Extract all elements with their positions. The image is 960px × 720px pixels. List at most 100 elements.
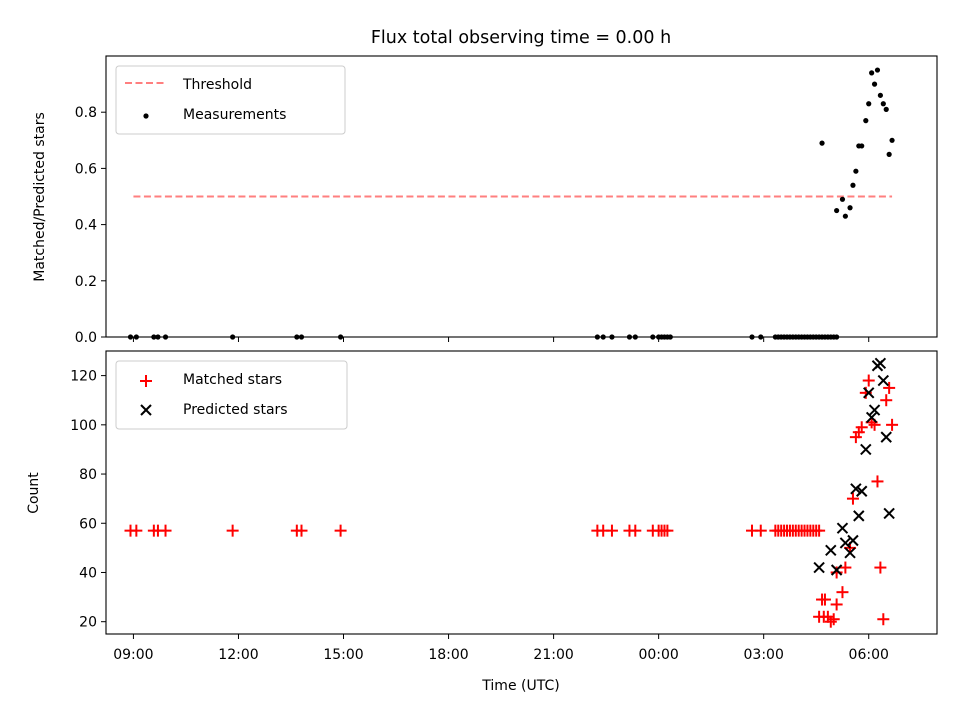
matched-star-point [754,524,767,537]
matched-star-point [130,524,143,537]
matched-star-point [883,381,896,394]
matched-star-point [846,492,859,505]
matched-star-point [830,566,843,579]
predicted-star-point [868,404,881,416]
bottom-y-tick-label: 120 [70,369,97,385]
predicted-star-point [880,431,892,443]
predicted-star-points [813,357,895,576]
measurement-point [839,196,846,202]
predicted-star-point [860,443,872,456]
legend-matched-swatch [140,375,152,387]
predicted-star-point [850,483,862,495]
predicted-star-point [856,485,868,497]
predicted-star-point [847,534,859,547]
matched-star-point [226,524,239,537]
top-axes: Flux total observing time = 0.00 h Match… [32,28,938,346]
legend-predicted-swatch [140,404,152,416]
bottom-x-ticks: 09:00 12:00 15:00 18:00 21:00 00:00 03:00 06:00 [113,634,889,663]
matched-star-point [661,524,674,537]
bottom-plot-frame [105,350,938,635]
top-plot-frame [105,55,938,338]
matched-star-point [836,586,849,599]
bottom-y-tick-label: 100 [70,418,97,434]
measurement-point [866,101,872,107]
predicted-star-point [853,510,865,522]
bottom-y-axis-label: Count [26,472,42,514]
measurement-point [874,67,881,73]
predicted-star-point [844,547,856,559]
matched-star-point [871,475,884,488]
matched-star-point [827,613,840,626]
matched-star-point [629,524,642,537]
bottom-legend: Matched stars Predicted stars [115,360,348,430]
matched-star-point [334,524,347,537]
bottom-y-tick-label: 80 [79,467,97,483]
predicted-star-point [839,537,852,549]
predicted-star-point [874,357,887,370]
top-y-tick-label: 0.0 [75,330,97,346]
measurement-point [842,213,848,219]
measurement-point [886,151,892,157]
measurement-point [877,92,883,98]
measurement-point [834,207,840,214]
top-y-axis-label: Matched/Predicted stars [32,112,48,282]
measurement-point [859,143,865,149]
predicted-star-point [865,411,878,424]
top-y-tick-label: 0.8 [75,105,97,121]
matched-star-point [817,610,830,623]
matched-star-point [877,613,890,626]
legend-measurements-swatch [143,113,149,119]
bottom-x-tick-label: 21:00 [533,647,573,663]
legend-matched-label: Matched stars [183,372,282,388]
matched-star-point [824,615,837,628]
bottom-x-tick-label: 03:00 [744,647,784,663]
measurement-point [850,182,856,188]
measurement-point [819,140,825,146]
bottom-x-tick-label: 18:00 [428,647,468,663]
measurement-point [863,118,869,124]
matched-star-point [830,598,843,611]
matched-star-point [295,524,308,537]
bottom-x-tick-label: 09:00 [113,647,153,663]
matched-star-points [124,374,899,628]
predicted-star-point [830,564,843,576]
matched-star-point [886,418,899,431]
predicted-star-point [863,387,875,399]
matched-star-point [159,524,172,537]
predicted-star-point [836,522,849,534]
bottom-y-tick-label: 40 [79,565,97,581]
bottom-x-tick-label: 00:00 [638,647,678,663]
measurement-point [883,106,889,112]
bottom-x-tick-label: 06:00 [849,647,889,663]
matched-star-point [839,561,852,574]
top-y-tick-label: 0.2 [75,274,97,290]
measurement-point [853,168,859,174]
measurement-point [880,101,886,107]
chart-title: Flux total observing time = 0.00 h [371,28,671,48]
measurement-point [869,70,875,76]
matched-star-point [855,421,868,434]
x-axis-label: Time (UTC) [481,678,559,694]
bottom-x-tick-label: 12:00 [218,647,258,663]
measurement-point [889,137,895,143]
predicted-star-point [825,544,837,557]
predicted-star-point [877,374,890,387]
matched-star-point [818,593,831,606]
bottom-y-tick-label: 20 [79,615,97,631]
bottom-x-tick-label: 15:00 [323,647,363,663]
bottom-axes: Count Time (UTC) 20 40 60 80 100 120 09:00 12:… [26,350,938,694]
predicted-star-point [813,561,825,574]
matched-star-point [874,561,887,574]
predicted-star-point [883,507,895,520]
matched-star-point [605,524,618,537]
legend-predicted-label: Predicted stars [183,402,288,418]
bottom-y-tick-label: 60 [79,516,97,532]
measurement-point [871,81,878,87]
legend-measurements-label: Measurements [183,107,286,123]
top-y-tick-label: 0.4 [75,218,97,234]
bottom-y-ticks: 20 40 60 80 100 120 [70,369,106,631]
top-y-ticks: 0.0 0.2 0.4 0.6 0.8 [75,105,106,346]
matched-star-point [813,524,826,537]
top-y-tick-label: 0.6 [75,161,97,177]
matched-star-point [880,394,893,407]
